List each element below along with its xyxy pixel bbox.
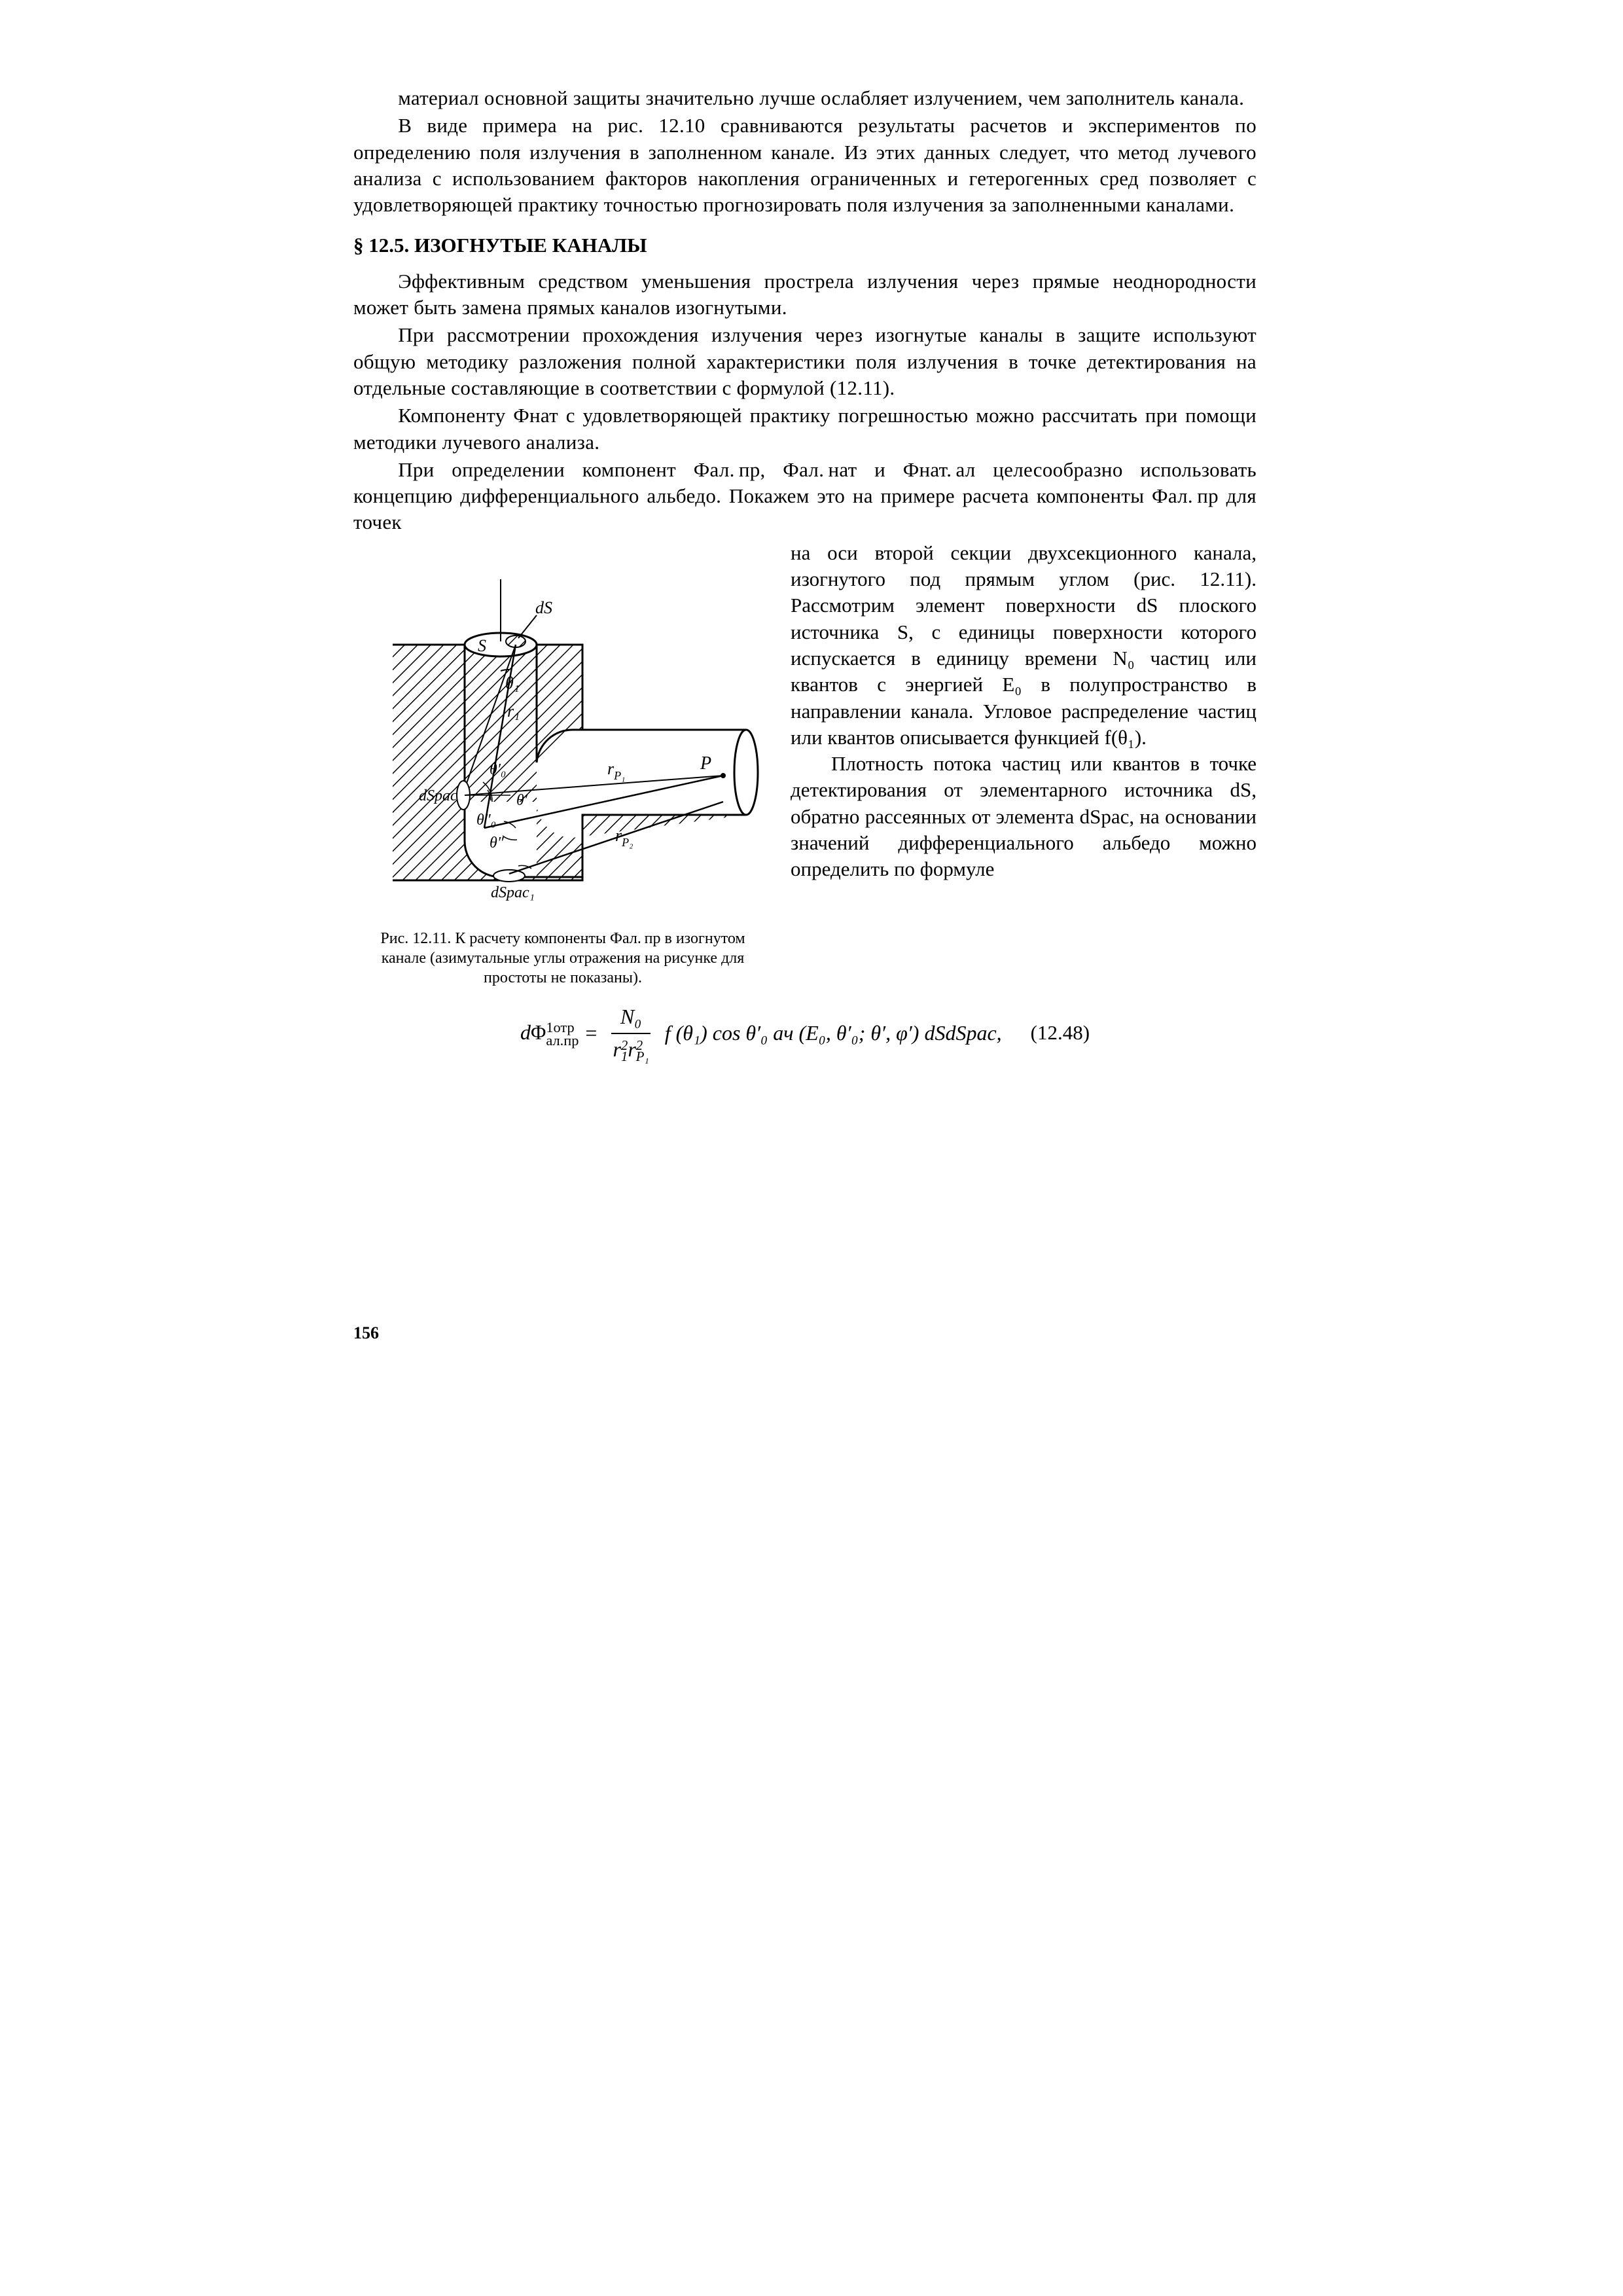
lbl-P: P [700,753,711,774]
equation-12-48: dΦ1отрал.пр = N₀ r21r2P₁ f (θ₁) cos θ′₀ … [353,1003,1257,1063]
figure-12-11: S dS r₁ θ₁ θ′₀ θ′ θ″ θ″₀ rP₁ rP₂ P dSрас… [353,540,772,988]
eq-denominator: r21r2P₁ [603,1034,658,1064]
eq-eq: = [585,1020,597,1047]
eq-rest: f (θ₁) cos θ′₀ aч (E₀, θ′₀; θ′, φ′) dSdS… [665,1020,1002,1047]
eq-Phi: Φ [531,1020,546,1044]
lbl-thetap: θ′ [516,792,528,809]
paragraph-3: Эффективным средством уменьшения простре… [353,268,1257,321]
figure-svg: S dS r₁ θ₁ θ′₀ θ′ θ″ θ″₀ rP₁ rP₂ P dSрас… [353,540,772,906]
paragraph-2: В виде примера на рис. 12.10 сравниваютс… [353,113,1257,218]
paragraph-6: При определении компонент Фал. пр, Фал. … [353,457,1257,536]
lbl-theta1: θ₁ [505,673,520,692]
figure-column: S dS r₁ θ₁ θ′₀ θ′ θ″ θ″₀ rP₁ rP₂ P dSрас… [353,540,772,988]
section-heading: § 12.5. ИЗОГНУТЫЕ КАНАЛЫ [353,232,1257,259]
eq-fraction: N₀ r21r2P₁ [603,1003,658,1063]
page-number: 156 [353,1322,379,1344]
equation-number: (12.48) [1031,1020,1090,1046]
lbl-thetapp: θ″ [490,834,505,852]
lbl-dSras1: dSрас₁ [491,884,535,901]
equation-body: dΦ1отрал.пр = N₀ r21r2P₁ f (θ₁) cos θ′₀ … [520,1003,1002,1063]
lbl-dS: dS [535,598,552,617]
eq-den-b: r [628,1037,635,1061]
lbl-rP1: rP₁ [607,759,625,782]
right-p2: Плотность потока частиц или квантов в то… [791,751,1257,882]
lbl-r1: r₁ [507,702,520,721]
paragraph-1: материал основной защиты значительно луч… [353,85,1257,111]
eq-d: d [520,1020,531,1044]
eq-numerator: N₀ [611,1003,651,1034]
lbl-theta0p: θ′₀ [490,761,506,778]
lbl-dSras: dSрас [419,787,457,804]
paragraph-4: При рассмотрении прохождения излучения ч… [353,322,1257,401]
right-text-column: на оси второй секции двухсекционного кан… [791,540,1257,988]
figure-caption: Рис. 12.11. К расчету компоненты Фал. пр… [353,929,772,988]
eq-sub: ал.пр [546,1034,579,1047]
eq-den-a: r [613,1037,620,1061]
right-p1: на оси второй секции двухсекционного кан… [791,540,1257,751]
two-column-region: S dS r₁ θ₁ θ′₀ θ′ θ″ θ″₀ rP₁ rP₂ P dSрас… [353,540,1257,988]
page-content: материал основной защиты значительно луч… [353,85,1257,1063]
lbl-theta0pp: θ″₀ [476,812,496,829]
paragraph-5: Компоненту Фнат с удовлетворяющей практи… [353,403,1257,456]
lbl-S: S [478,636,486,655]
